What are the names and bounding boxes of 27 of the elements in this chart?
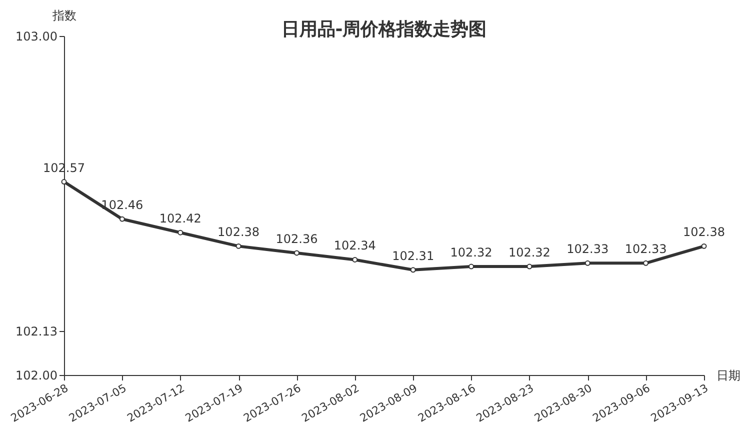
point [584,260,590,266]
data-label: 102.33 [624,242,667,256]
data-label: 102.42 [159,212,202,226]
y-axis-title: 指数 [52,8,76,22]
point [352,257,358,262]
point [526,264,532,270]
data-label: 102.38 [683,225,725,240]
x-axis-title: 日期 [716,368,740,382]
point [119,216,125,222]
y-tick-label: 103.00 [16,30,58,44]
data-label: 102.38 [218,225,260,240]
point [294,250,300,256]
point [410,267,416,273]
point [236,243,242,249]
point [643,260,649,266]
data-label: 102.33 [566,242,609,256]
data-label: 102.36 [276,232,318,246]
y-tick-label: 102.00 [16,368,58,382]
data-label: 102.32 [450,246,492,260]
point [701,243,707,249]
data-label: 102.31 [392,248,434,263]
y-tick-label: 102.13 [16,324,58,338]
data-label: 102.34 [334,238,376,253]
point [61,179,67,184]
point [178,230,184,236]
data-label: 102.32 [508,246,550,260]
chart-title: 日用品-周价格指数走势图 [281,19,487,40]
